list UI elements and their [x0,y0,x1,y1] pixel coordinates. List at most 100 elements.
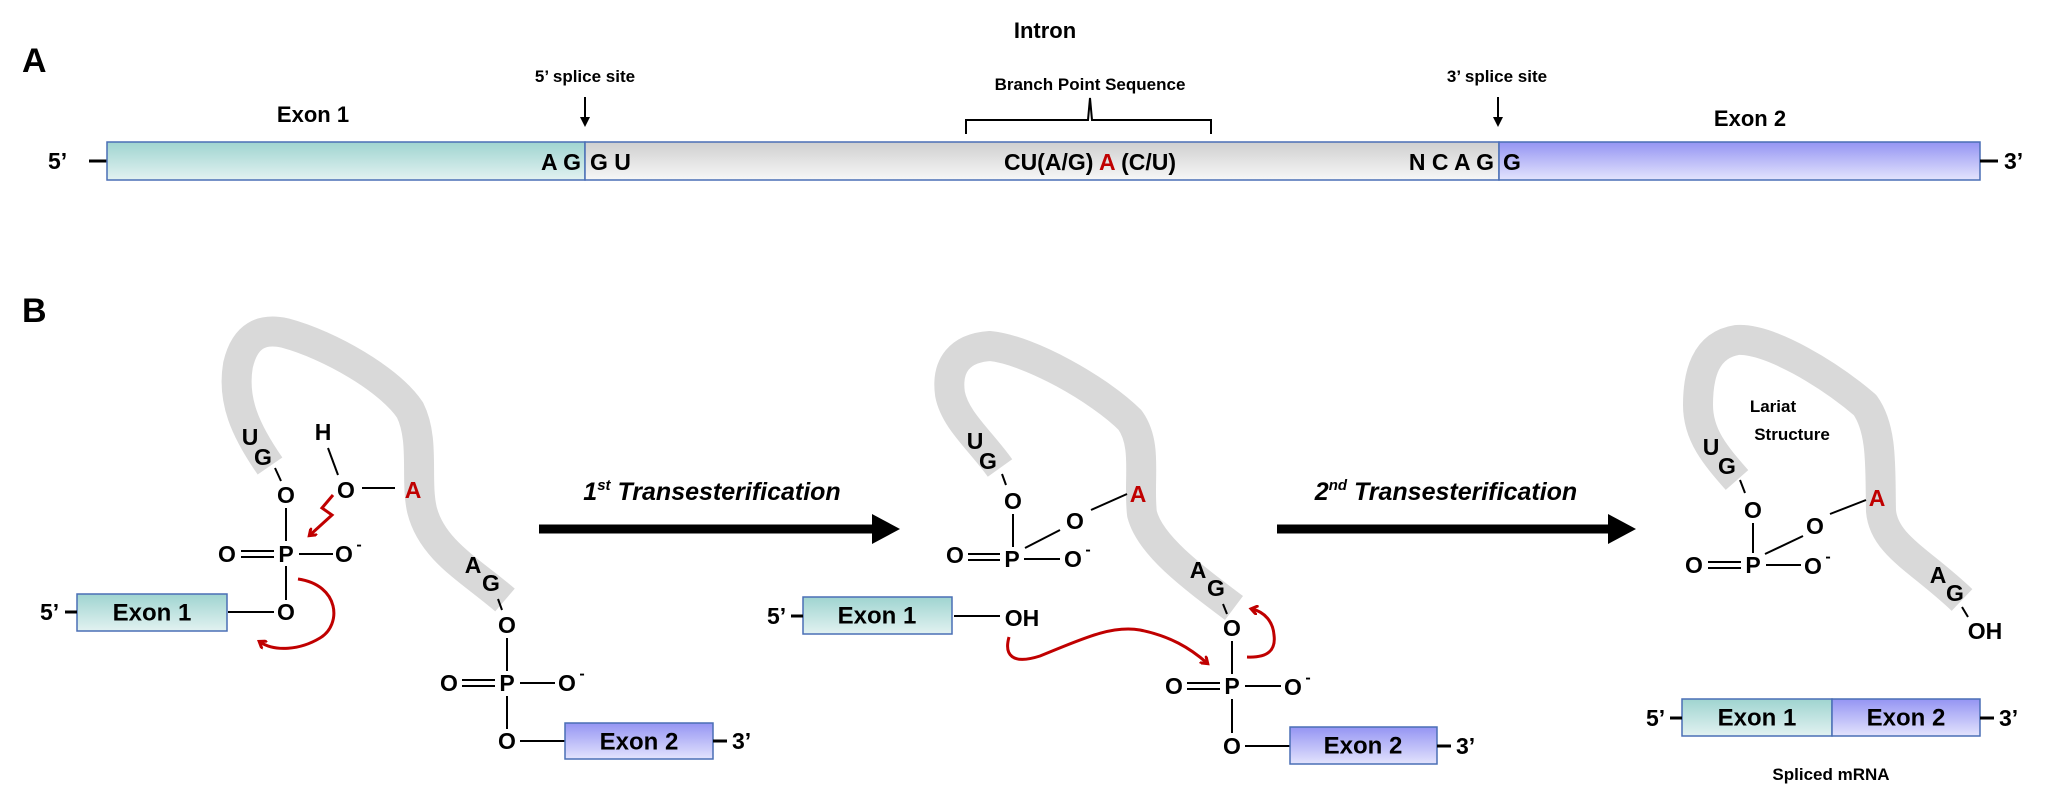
atom-h: H [315,419,332,445]
hydroxyl-oh: OH [1968,618,2003,644]
atom-o: O [1165,673,1183,699]
spliced-exon2-box [1831,698,1981,737]
step1-number: 1 [583,478,597,506]
nucleophilic-attack-arrow [310,494,335,535]
bond-cleavage-arrow [260,577,336,650]
atom-o: O [218,541,236,567]
atom-o: O [277,482,295,508]
exon1-box [802,596,953,635]
step2-label: 2nd Transesterification [1314,477,1577,506]
step1-label: 1st Transesterification [583,477,840,506]
five-end-label: 5’ [48,148,67,174]
branch-point-a: A [1869,485,1886,511]
nucleotide-a: A [1930,562,1947,588]
exon1-bar [106,141,586,181]
atom-o: O [946,542,964,568]
branch-point-label: Branch Point Sequence [995,75,1186,94]
atom-o-minus: O [1804,553,1822,579]
atom-p: P [1224,673,1239,699]
exon2-label: Exon 2 [1714,106,1786,131]
five-splice-site-label: 5’ splice site [535,67,635,86]
stage-products: Lariat Structure U G O P O O - O A A G O… [1646,324,2018,784]
panel-b-label: B [22,292,47,330]
nucleotide-u: U [242,424,259,450]
atom-o-minus: O [558,670,576,696]
charge-minus: - [1305,670,1310,687]
three-end-label: 3’ [1456,733,1475,759]
step2-arrowhead [1608,514,1636,544]
three-splice-site-label: 3’ splice site [1447,67,1547,86]
nucleotide-g: G [1946,580,1964,606]
seq-intron-start: G U [590,149,631,175]
seq-exon1-end: A G [541,149,581,175]
intron-label: Intron [1014,18,1076,43]
charge-minus: - [1085,542,1090,559]
bond-cleavage-arrow [1246,609,1276,659]
seq-branch-left: CU(A/G) [1004,149,1093,175]
step2-sup: nd [1329,477,1348,494]
atom-o: O [1685,552,1703,578]
nucleophilic-attack-arrow [1006,627,1207,663]
atom-p: P [1004,546,1019,572]
nucleotide-g: G [254,444,272,470]
atom-p: P [278,541,293,567]
atom-o: O [337,477,355,503]
atom-o: O [1004,488,1022,514]
atom-o-minus: O [1284,674,1302,700]
charge-minus: - [1825,549,1830,566]
lariat-label-line2: Structure [1754,425,1830,444]
exon2-label: Exon 2 [1324,733,1403,760]
stage-lariat-intermediate: U G O P O O - O A A G O P O O - [767,331,1475,765]
exon2-box [564,722,714,760]
step1-sup: st [597,477,611,494]
nucleotide-g: G [1718,453,1736,479]
intron-strand [221,316,515,612]
exon1-label: Exon 1 [838,603,917,630]
nucleotide-g: G [979,448,997,474]
panel-a: A Intron Exon 1 Exon 2 5’ splice site 3’… [22,18,2023,181]
seq-branch-right: (C/U) [1121,149,1176,175]
seq-intron-end: N C A G [1409,149,1494,175]
branch-point-a: A [405,477,422,503]
atom-o-minus: O [1064,546,1082,572]
panel-b: B U G O H O A P O O - O Exon 1 5’ [22,292,2018,784]
panel-a-label: A [22,42,47,80]
exon2-bar [1498,141,1981,181]
exon1-label: Exon 1 [1718,705,1797,732]
intron-bar [584,141,1500,181]
step2-number: 2 [1314,478,1329,506]
nucleotide-g: G [482,570,500,596]
exon2-label: Exon 2 [600,729,679,756]
atom-o: O [1744,497,1762,523]
atom-o: O [1223,733,1241,759]
atom-o: O [1066,508,1084,534]
exon1-label: Exon 1 [277,102,349,127]
seq-branch-point: CU(A/G) A (C/U) [1004,149,1176,175]
three-end-label: 3’ [2004,148,2023,174]
nucleotide-g: G [1207,575,1225,601]
exon1-label: Exon 1 [113,600,192,627]
atom-o: O [277,599,295,625]
exon1-box [76,593,228,632]
atom-o: O [498,728,516,754]
branch-point-a: A [1130,481,1147,507]
charge-minus: - [356,537,361,554]
hydroxyl-oh: OH [1005,605,1040,631]
lariat-strand [1683,324,1973,611]
stage-pre-splicing: U G O H O A P O O - O Exon 1 5’ A G [40,316,751,760]
lariat-label-line1: Lariat [1750,397,1797,416]
atom-o: O [498,612,516,638]
atom-o-minus: O [335,541,353,567]
spliced-mrna-label: Spliced mRNA [1772,765,1889,784]
five-end-label: 5’ [767,603,786,629]
nucleotide-a: A [465,552,482,578]
atom-p: P [499,670,514,696]
exon2-box [1289,726,1438,765]
nucleotide-u: U [967,428,984,454]
nucleotide-u: U [1703,434,1720,460]
intron-strand [934,331,1244,620]
atom-o: O [440,670,458,696]
five-end-label: 5’ [1646,705,1665,731]
three-end-label: 3’ [732,728,751,754]
